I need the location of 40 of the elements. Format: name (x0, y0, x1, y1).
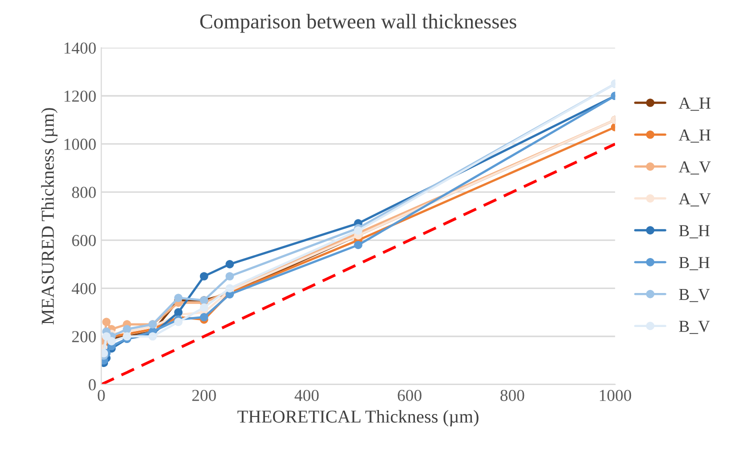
point (226, 284, 234, 292)
x-tick-label: 600 (398, 390, 422, 402)
y-tick-label: 1400 (64, 42, 96, 54)
legend-label: B_V (679, 320, 710, 334)
point (354, 226, 362, 235)
legend-label: A_V (678, 161, 711, 175)
legend-label: A_H (678, 129, 710, 143)
x-tick-label: 0 (98, 390, 105, 402)
y-tick-label: 600 (72, 234, 96, 246)
x-tick-label: 1000 (600, 390, 632, 402)
point (200, 272, 208, 280)
point (174, 318, 183, 326)
chart-title: Comparison between wall thicknesses (200, 14, 516, 33)
x-tick-label: 400 (294, 390, 319, 402)
y-tick-label: 400 (72, 282, 96, 294)
point (200, 312, 208, 322)
point (354, 240, 362, 250)
point (226, 272, 234, 280)
legend-label: B_V (679, 288, 710, 302)
legend-label: B_H (679, 257, 710, 270)
y-axis-title: MEASURED Thickness (µm) (41, 108, 58, 324)
legend-label: A_V (678, 193, 711, 206)
y-tick-label: 1200 (64, 90, 96, 102)
legend-label: A_H (678, 98, 710, 111)
point (148, 332, 157, 341)
y-tick-label: 0 (88, 379, 96, 390)
point (174, 294, 183, 302)
point (174, 308, 183, 316)
point (107, 337, 116, 346)
x-tick-label: 200 (192, 390, 216, 402)
point (226, 260, 234, 268)
point (102, 318, 111, 326)
legend-label: B_H (679, 225, 710, 238)
y-tick-label: 200 (72, 331, 96, 342)
x-tick-label: 800 (500, 390, 524, 402)
x-axis-title: THEORETICAL Thickness (µm) (237, 410, 478, 426)
point (200, 303, 208, 312)
y-tick-label: 800 (72, 186, 96, 198)
point (122, 324, 132, 334)
y-tick-label: 1000 (64, 138, 96, 150)
